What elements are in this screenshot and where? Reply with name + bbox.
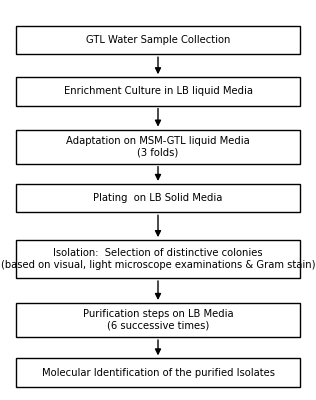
Text: Molecular Identification of the purified Isolates: Molecular Identification of the purified… (41, 368, 275, 378)
Text: GTL Water Sample Collection: GTL Water Sample Collection (86, 35, 230, 45)
FancyBboxPatch shape (16, 184, 300, 212)
Text: Adaptation on MSM-GTL liquid Media
(3 folds): Adaptation on MSM-GTL liquid Media (3 fo… (66, 136, 250, 158)
FancyBboxPatch shape (16, 240, 300, 278)
Text: Purification steps on LB Media
(6 successive times): Purification steps on LB Media (6 succes… (83, 309, 233, 331)
Text: Enrichment Culture in LB liquid Media: Enrichment Culture in LB liquid Media (64, 86, 252, 96)
Text: Plating  on LB Solid Media: Plating on LB Solid Media (93, 193, 223, 203)
FancyBboxPatch shape (16, 26, 300, 54)
Text: Isolation:  Selection of distinctive colonies
(based on visual, light microscope: Isolation: Selection of distinctive colo… (1, 248, 315, 270)
FancyBboxPatch shape (16, 130, 300, 164)
FancyBboxPatch shape (16, 77, 300, 106)
FancyBboxPatch shape (16, 358, 300, 387)
FancyBboxPatch shape (16, 303, 300, 337)
